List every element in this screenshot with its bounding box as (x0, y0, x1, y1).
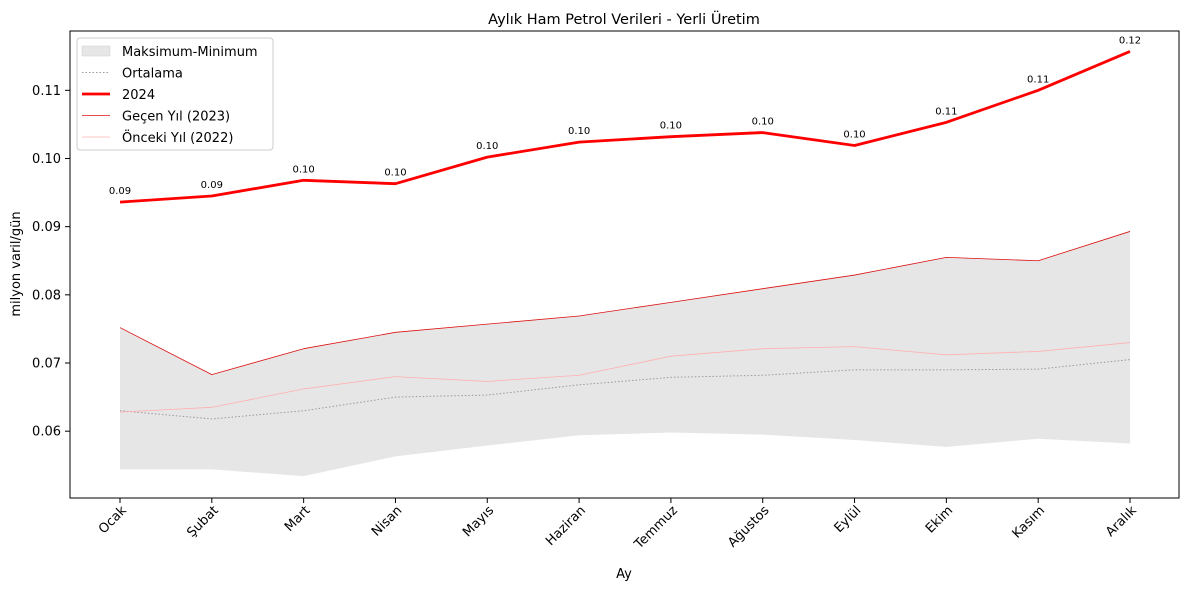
legend-box (76, 37, 274, 151)
data-label: 0.10 (843, 130, 865, 141)
x-tick-label: Nisan (369, 503, 405, 539)
x-tick-label: Haziran (543, 503, 589, 549)
data-label: 0.10 (293, 164, 315, 175)
x-tick-label: Temmuz (631, 503, 681, 553)
series-line-0 (119, 359, 1131, 420)
y-tick-label: 0.11 (32, 84, 61, 99)
series-line-2 (119, 231, 1131, 376)
data-label: 0.10 (660, 121, 682, 132)
data-label: 0.12 (1119, 35, 1141, 46)
legend-label: Önceki Yıl (2022) (122, 129, 233, 146)
x-tick-label: Mart (282, 503, 314, 535)
data-labels: 0.09 0.09 0.10 0.10 0.10 0.10 0.10 0.10 0.10 0.11… (109, 35, 1141, 197)
x-axis-label: Ay (616, 567, 632, 582)
legend-label: Maksimum-Minimum (122, 45, 258, 60)
x-tick-label: Kasım (1010, 503, 1048, 541)
data-label: 0.11 (935, 106, 957, 117)
data-label: 0.09 (109, 186, 131, 197)
legend-label: 2024 (122, 88, 155, 103)
plot-frame (69, 30, 1180, 499)
y-tick-label: 0.06 (32, 425, 61, 440)
x-axis: Ocak Şubat Mart Nisan Mayıs Haziran Temmuz Ağus… (96, 498, 1140, 553)
y-tick-label: 0.08 (32, 288, 61, 303)
chart-title: Aylık Ham Petrol Verileri - Yerli Üretim (488, 10, 760, 28)
data-label: 0.11 (1027, 74, 1049, 85)
y-axis: 0.06 0.07 0.08 0.09 0.10 0.11 (32, 84, 70, 440)
legend-label: Geçen Yıl (2023) (122, 110, 230, 125)
data-label: 0.10 (384, 168, 406, 179)
legend: Maksimum-Minimum Ortalama 2024 Geçen Yıl (2… (76, 37, 274, 151)
y-tick-label: 0.09 (32, 220, 61, 235)
band-max-min (120, 231, 1130, 477)
y-axis-label: milyon varil/gün (9, 211, 24, 316)
data-label: 0.10 (752, 117, 774, 128)
series-line-3 (119, 342, 1131, 413)
data-label: 0.09 (201, 180, 223, 191)
x-tick-label: Aralık (1103, 503, 1140, 540)
band-layer (120, 231, 1130, 477)
x-tick-label: Ocak (96, 503, 130, 537)
y-tick-label: 0.07 (32, 357, 61, 372)
data-label: 0.10 (568, 126, 590, 137)
series-layer (119, 50, 1131, 420)
legend-label: Ortalama (122, 67, 183, 82)
series-line-1 (119, 50, 1131, 204)
x-tick-label: Ağustos (725, 503, 773, 551)
x-tick-label: Şubat (184, 503, 221, 540)
legend-swatch (81, 45, 111, 57)
data-label: 0.10 (476, 141, 498, 152)
x-tick-label: Mayıs (460, 503, 497, 540)
x-tick-label: Eylül (832, 503, 865, 536)
y-tick-label: 0.10 (32, 152, 61, 167)
x-tick-label: Ekim (923, 503, 956, 536)
